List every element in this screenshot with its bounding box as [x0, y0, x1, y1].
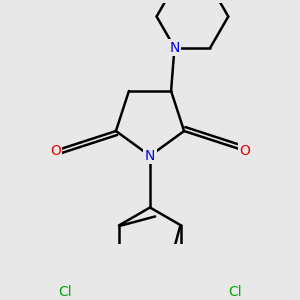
Text: O: O: [239, 144, 250, 158]
Text: O: O: [50, 144, 61, 158]
Text: Cl: Cl: [58, 285, 72, 299]
Text: N: N: [169, 40, 180, 55]
Text: N: N: [145, 149, 155, 163]
Text: Cl: Cl: [228, 285, 242, 299]
